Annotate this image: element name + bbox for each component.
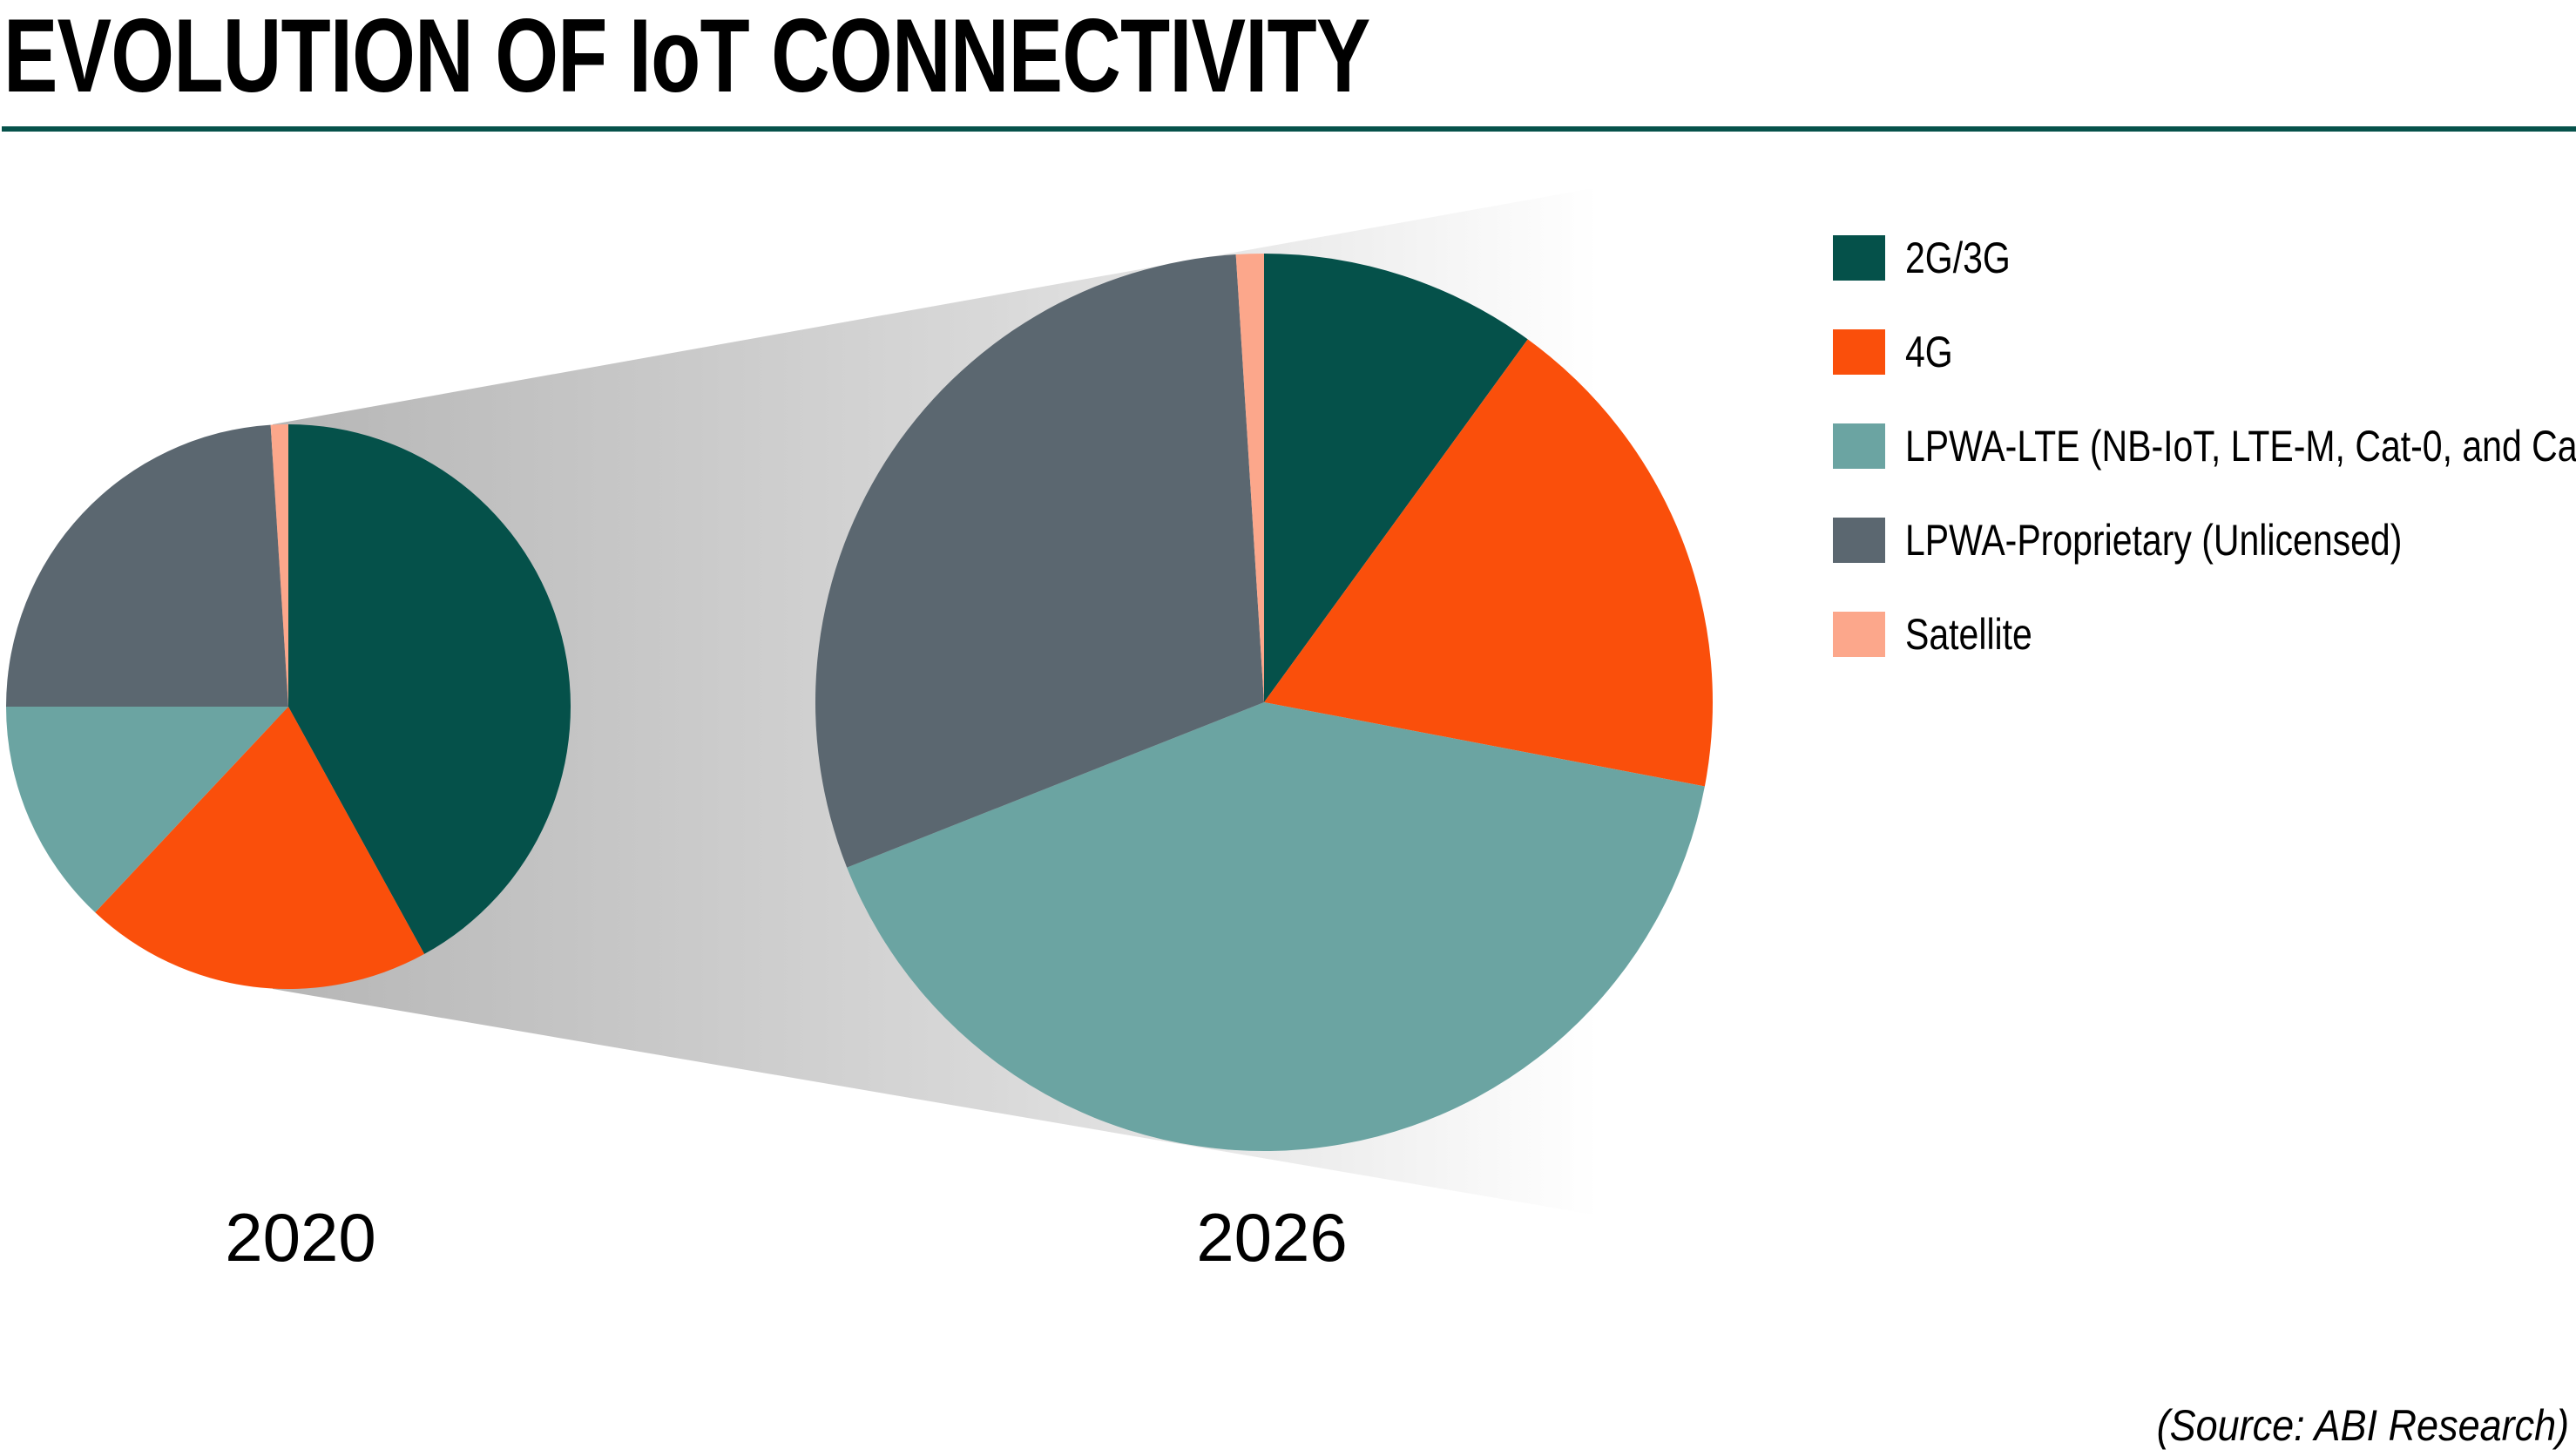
slice-2020-lpwa-proprietary [6,424,288,707]
slice-2026-2g-3g [1264,254,1528,702]
slice-2020-2g-3g [288,424,571,954]
legend-swatch [1833,518,1885,563]
year-label-2020: 2020 [225,1199,376,1276]
chart-title: EVOLUTION OF IoT CONNECTIVITY [3,0,1370,114]
title-divider [2,126,2576,132]
legend-swatch [1833,612,1885,657]
legend-label: LPWA-Proprietary (Unlicensed) [1905,516,2403,565]
source-note: (Source: ABI Research) [2156,1401,2569,1450]
legend-label: Satellite [1905,610,2032,659]
slice-2026-lpwa-proprietary [815,254,1264,868]
legend-swatch [1833,235,1885,281]
legend-label: 2G/3G [1905,234,2011,282]
legend-swatch [1833,423,1885,469]
legend-swatch [1833,329,1885,375]
slice-2026-4g [1264,339,1713,787]
pie-2020 [6,424,571,989]
legend-label: 4G [1905,328,1953,376]
slice-2020-satellite [270,424,288,707]
slice-2020-4g [95,707,425,989]
slice-2026-satellite [1235,254,1264,702]
pie-2026 [815,254,1713,1152]
slice-2026-lpwa-lte [847,702,1705,1152]
year-label-2026: 2026 [1196,1199,1348,1276]
legend-label: LPWA-LTE (NB-IoT, LTE-M, Cat-0, and Cat-… [1905,422,2576,471]
slice-2020-lpwa-lte [6,707,288,913]
